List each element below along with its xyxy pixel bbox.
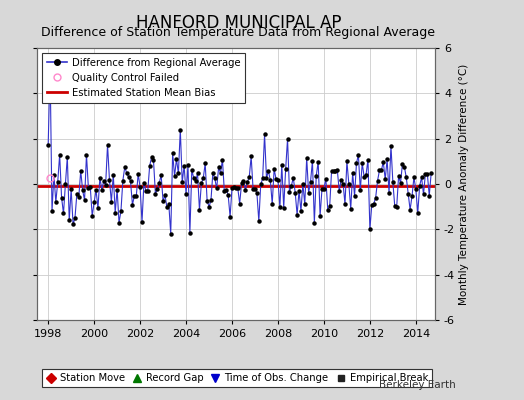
Legend: Station Move, Record Gap, Time of Obs. Change, Empirical Break: Station Move, Record Gap, Time of Obs. C…: [42, 369, 432, 387]
Text: Berkeley Earth: Berkeley Earth: [379, 380, 456, 390]
Text: Difference of Station Temperature Data from Regional Average: Difference of Station Temperature Data f…: [41, 26, 435, 39]
Text: HANFORD MUNICIPAL AP: HANFORD MUNICIPAL AP: [136, 14, 341, 32]
Y-axis label: Monthly Temperature Anomaly Difference (°C): Monthly Temperature Anomaly Difference (…: [459, 63, 469, 305]
